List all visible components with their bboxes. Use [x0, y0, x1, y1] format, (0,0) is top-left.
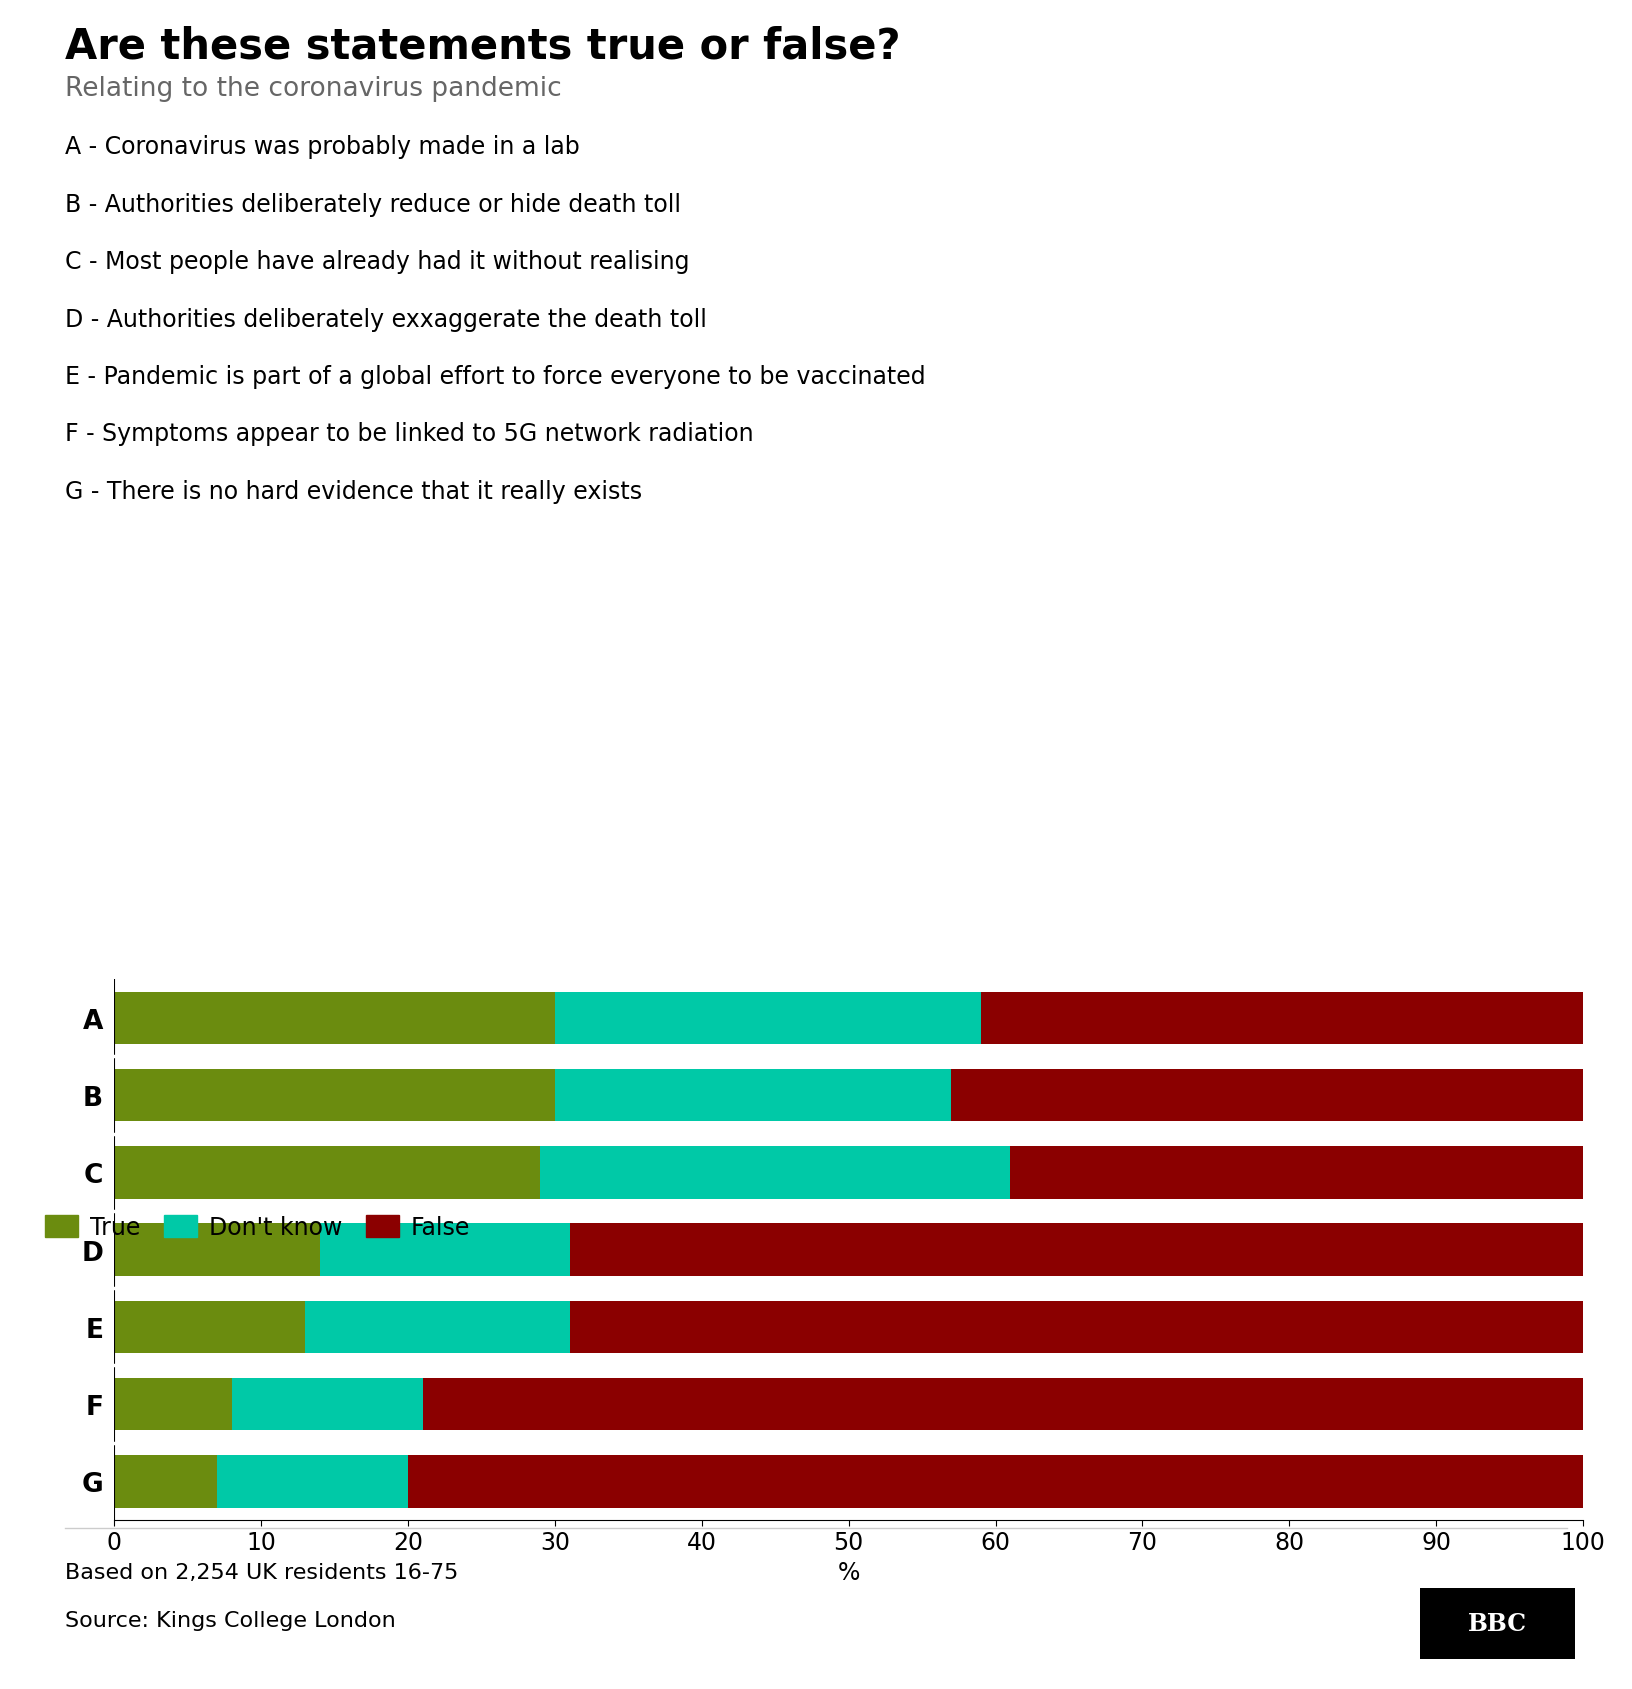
Bar — [1010, 1147, 1583, 1199]
Bar — [114, 1378, 232, 1431]
Text: B - Authorities deliberately reduce or hide death toll: B - Authorities deliberately reduce or h… — [65, 193, 681, 216]
Bar — [114, 1301, 305, 1353]
Bar — [114, 1069, 555, 1121]
Bar — [320, 1223, 570, 1277]
Bar — [981, 991, 1583, 1044]
Bar — [555, 991, 981, 1044]
Text: BBC: BBC — [1467, 1611, 1528, 1635]
Text: C - Most people have already had it without realising: C - Most people have already had it with… — [65, 250, 690, 274]
Bar — [114, 1147, 540, 1199]
Bar — [217, 1456, 408, 1508]
Bar — [114, 1223, 320, 1277]
Bar — [570, 1223, 1583, 1277]
Text: Source: Kings College London: Source: Kings College London — [65, 1610, 397, 1630]
Legend: True, Don't know, False: True, Don't know, False — [46, 1214, 470, 1240]
Text: Are these statements true or false?: Are these statements true or false? — [65, 25, 901, 68]
Text: F - Symptoms appear to be linked to 5G network radiation: F - Symptoms appear to be linked to 5G n… — [65, 422, 754, 446]
Text: E - Pandemic is part of a global effort to force everyone to be vaccinated: E - Pandemic is part of a global effort … — [65, 365, 925, 388]
Bar — [540, 1147, 1010, 1199]
Text: A - Coronavirus was probably made in a lab: A - Coronavirus was probably made in a l… — [65, 135, 579, 159]
Bar — [408, 1456, 1583, 1508]
Bar — [555, 1069, 951, 1121]
Text: Based on 2,254 UK residents 16-75: Based on 2,254 UK residents 16-75 — [65, 1562, 459, 1583]
Bar — [114, 991, 555, 1044]
Bar — [114, 1456, 217, 1508]
Bar — [305, 1301, 570, 1353]
Bar — [232, 1378, 423, 1431]
Text: Relating to the coronavirus pandemic: Relating to the coronavirus pandemic — [65, 76, 561, 101]
Bar — [423, 1378, 1583, 1431]
Bar — [570, 1301, 1583, 1353]
Bar — [951, 1069, 1583, 1121]
X-axis label: %: % — [837, 1561, 860, 1584]
Text: D - Authorities deliberately exxaggerate the death toll: D - Authorities deliberately exxaggerate… — [65, 307, 707, 331]
Text: G - There is no hard evidence that it really exists: G - There is no hard evidence that it re… — [65, 480, 643, 503]
